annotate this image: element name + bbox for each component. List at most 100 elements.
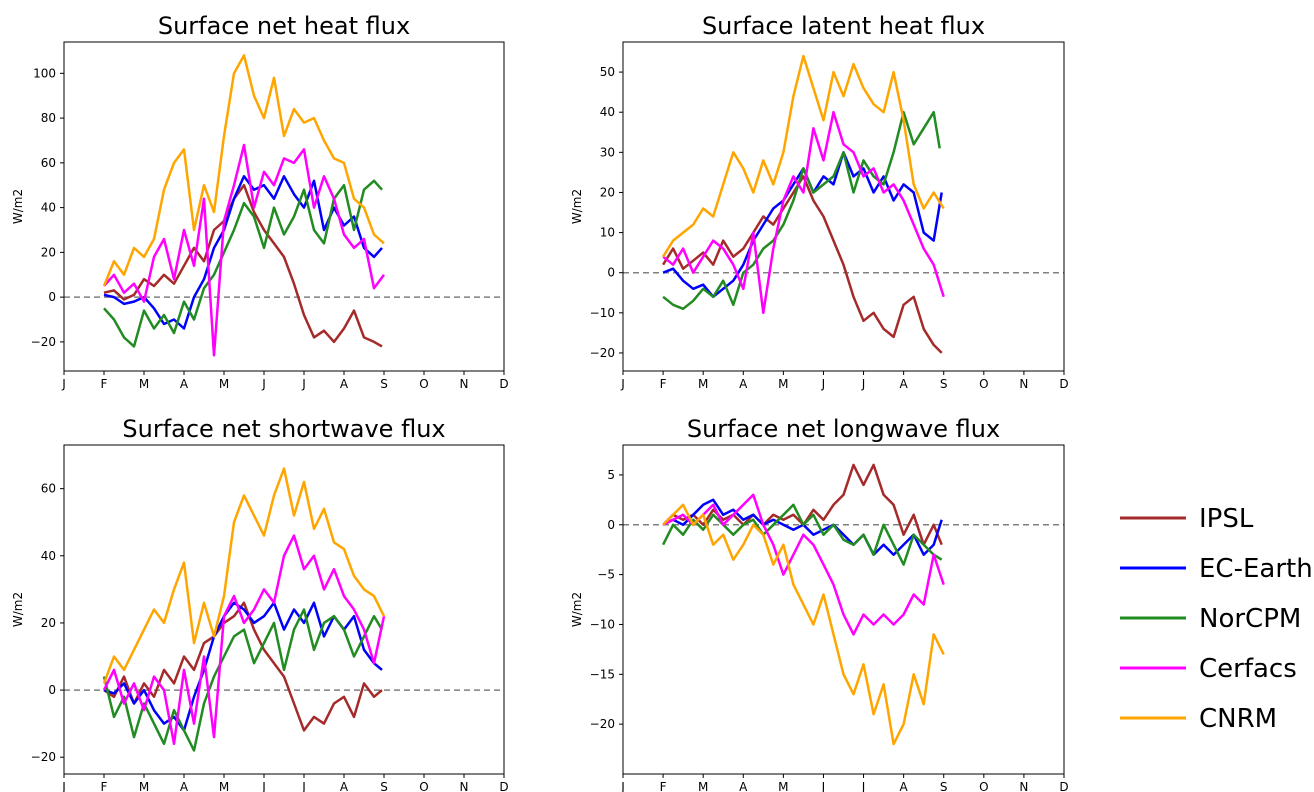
x-tick-label: F (101, 780, 108, 792)
x-tick-label: J (620, 780, 625, 792)
plot-frame (622, 41, 1065, 372)
y-axis-label: W/m2 (570, 189, 584, 224)
x-tick-label: J (620, 377, 625, 391)
y-axis-label: W/m2 (11, 592, 25, 627)
x-tick-label: F (660, 780, 667, 792)
x-tick-label: D (1059, 780, 1068, 792)
x-tick-label: A (340, 377, 349, 391)
x-tick-label: J (821, 780, 826, 792)
x-tick-label: J (61, 780, 66, 792)
series-line-cnrm (102, 54, 385, 287)
x-tick-label: J (261, 377, 266, 391)
y-tick-label: −10 (590, 306, 615, 320)
x-tick-label: J (861, 377, 866, 391)
y-tick-label: 40 (41, 549, 56, 563)
x-tick-label: F (101, 377, 108, 391)
x-tick-label: J (301, 780, 306, 792)
chart-panel-surface-net-heat-flux: Surface net heat flux W/m2 −20 0 20 40 60 80 100… (11, 12, 509, 391)
y-tick-label: 0 (48, 290, 56, 304)
x-tick-label: A (340, 780, 349, 792)
y-tick-label: 50 (600, 65, 615, 79)
x-tick-label: A (180, 377, 189, 391)
x-tick-label: N (460, 377, 469, 391)
x-tick-label: A (900, 377, 909, 391)
x-tick-label: O (979, 780, 988, 792)
series-line-cnrm (102, 467, 386, 684)
x-tick-label: O (979, 377, 988, 391)
x-tick-label: J (301, 377, 306, 391)
series-line-cerfacs (662, 493, 945, 636)
x-tick-label: N (1019, 377, 1028, 391)
legend-label-cerfacs: Cerfacs (1199, 654, 1297, 684)
series-line-cnrm (662, 54, 945, 258)
x-tick-label: M (778, 780, 788, 792)
y-tick-label: 20 (41, 616, 56, 630)
series-line-cerfacs (662, 110, 945, 315)
x-tick-label: M (139, 780, 149, 792)
chart-title: Surface net longwave flux (687, 415, 1000, 443)
legend-label-ec-earth: EC-Earth (1199, 554, 1313, 584)
y-axis-label: W/m2 (11, 189, 25, 224)
y-tick-label: 60 (41, 482, 56, 496)
chart-title: Surface net shortwave flux (122, 415, 445, 443)
x-tick-label: M (139, 377, 149, 391)
series-line-cerfacs (102, 534, 386, 746)
y-tick-label: 100 (33, 66, 56, 80)
y-tick-label: 20 (600, 185, 615, 199)
series-line-norcpm (662, 110, 941, 311)
y-tick-label: −10 (590, 617, 615, 631)
legend-label-norcpm: NorCPM (1199, 604, 1301, 634)
y-tick-label: 10 (600, 226, 615, 240)
y-tick-label: −20 (590, 717, 615, 731)
y-tick-label: 60 (41, 156, 56, 170)
legend-label-ipsl: IPSL (1199, 504, 1254, 534)
x-tick-label: M (698, 377, 708, 391)
legend-label-cnrm: CNRM (1199, 704, 1277, 734)
y-tick-label: −20 (31, 335, 56, 349)
x-tick-label: D (1059, 377, 1068, 391)
x-tick-label: S (380, 780, 388, 792)
x-tick-label: S (380, 377, 388, 391)
chart-panel-surface-latent-heat-flux: Surface latent heat flux W/m2 −20 −10 0 10 20 3… (570, 12, 1069, 391)
x-tick-label: J (821, 377, 826, 391)
x-tick-label: M (778, 377, 788, 391)
x-tick-label: A (739, 780, 748, 792)
series-line-norcpm (103, 179, 383, 348)
series-line-norcpm (661, 503, 943, 566)
y-axis-label: W/m2 (570, 592, 584, 627)
y-tick-label: 80 (41, 111, 56, 125)
plot-frame (622, 444, 1065, 775)
y-tick-label: 20 (41, 245, 56, 259)
chart-panel-surface-net-longwave-flux: Surface net longwave flux W/m2 −20 −15 −10 −5… (570, 415, 1069, 792)
series-line-ipsl (103, 183, 383, 348)
x-tick-label: N (460, 780, 469, 792)
y-tick-label: 40 (600, 105, 615, 119)
y-tick-label: 40 (41, 201, 56, 215)
x-tick-label: D (499, 377, 508, 391)
x-tick-label: O (419, 377, 428, 391)
x-tick-label: J (261, 780, 266, 792)
x-tick-label: S (940, 780, 948, 792)
x-tick-label: S (940, 377, 948, 391)
x-tick-label: M (219, 780, 229, 792)
y-tick-label: −15 (590, 667, 615, 681)
y-tick-label: 0 (607, 266, 615, 280)
series-line-ipsl (103, 601, 383, 732)
series-line-cerfacs (103, 143, 386, 357)
x-tick-label: D (499, 780, 508, 792)
plot-frame (63, 444, 505, 775)
chart-panel-surface-net-shortwave-flux: Surface net shortwave flux W/m2 −20 0 20 40 60… (11, 415, 509, 792)
y-tick-label: 0 (607, 518, 615, 532)
x-tick-label: J (861, 780, 866, 792)
x-tick-label: A (739, 377, 748, 391)
y-tick-label: 0 (48, 683, 56, 697)
y-tick-label: 30 (600, 145, 615, 159)
series-line-ipsl (662, 175, 943, 354)
chart-title: Surface latent heat flux (702, 12, 985, 40)
x-tick-label: J (61, 377, 66, 391)
chart-title: Surface net heat flux (158, 12, 410, 40)
x-tick-label: A (900, 780, 909, 792)
x-tick-label: A (180, 780, 189, 792)
x-tick-label: F (660, 377, 667, 391)
